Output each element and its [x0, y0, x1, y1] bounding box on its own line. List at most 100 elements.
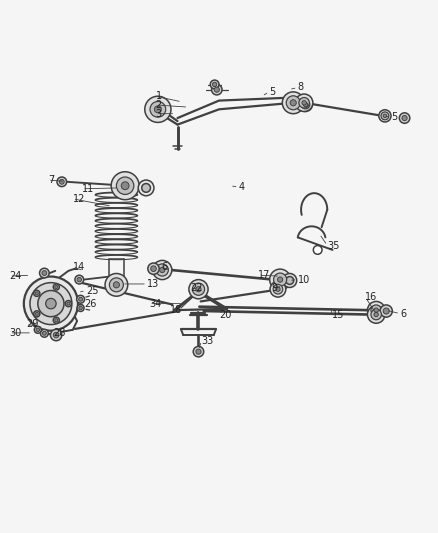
Circle shape: [38, 290, 64, 317]
Text: 13: 13: [147, 279, 159, 289]
Circle shape: [55, 286, 58, 288]
Text: 5: 5: [392, 112, 398, 122]
Text: 18: 18: [170, 305, 182, 315]
Circle shape: [111, 172, 139, 200]
Circle shape: [274, 273, 287, 286]
Text: 24: 24: [10, 271, 22, 281]
Circle shape: [79, 297, 82, 301]
Circle shape: [212, 84, 222, 95]
Circle shape: [276, 287, 280, 292]
Circle shape: [298, 98, 312, 111]
Circle shape: [138, 180, 154, 196]
Circle shape: [380, 305, 392, 317]
Circle shape: [121, 182, 129, 190]
Circle shape: [34, 311, 40, 317]
Circle shape: [371, 309, 381, 320]
Circle shape: [35, 292, 38, 295]
Circle shape: [383, 114, 387, 118]
Circle shape: [270, 281, 286, 297]
Circle shape: [30, 282, 72, 325]
Circle shape: [295, 94, 313, 111]
Circle shape: [283, 273, 297, 287]
Circle shape: [210, 80, 219, 89]
Circle shape: [273, 285, 283, 294]
Text: 15: 15: [332, 310, 344, 320]
Circle shape: [299, 98, 309, 108]
Circle shape: [290, 100, 296, 106]
Circle shape: [34, 326, 41, 333]
Circle shape: [278, 277, 283, 282]
Circle shape: [142, 183, 150, 192]
Circle shape: [159, 268, 165, 272]
Text: 7: 7: [48, 175, 54, 185]
Circle shape: [53, 284, 60, 290]
Circle shape: [379, 110, 391, 122]
Circle shape: [145, 96, 171, 123]
Circle shape: [53, 317, 60, 324]
Circle shape: [302, 101, 306, 105]
Circle shape: [75, 275, 84, 284]
Text: 1: 1: [155, 91, 162, 101]
Circle shape: [36, 328, 39, 332]
Text: 4: 4: [239, 182, 245, 192]
Text: 33: 33: [201, 336, 214, 346]
Text: 22: 22: [191, 284, 203, 293]
Text: 8: 8: [297, 83, 304, 93]
Circle shape: [77, 295, 85, 303]
Circle shape: [214, 87, 219, 92]
Circle shape: [192, 283, 205, 295]
Circle shape: [148, 263, 159, 274]
Circle shape: [67, 302, 70, 305]
Circle shape: [117, 177, 134, 195]
Circle shape: [113, 282, 120, 288]
Text: 2: 2: [155, 100, 162, 110]
Text: 6: 6: [400, 309, 406, 319]
Text: 35: 35: [327, 240, 339, 251]
Circle shape: [193, 346, 204, 357]
Circle shape: [196, 349, 201, 354]
Circle shape: [53, 332, 59, 338]
Circle shape: [402, 116, 407, 120]
Circle shape: [151, 266, 156, 271]
Circle shape: [77, 304, 84, 311]
Circle shape: [24, 277, 78, 330]
Circle shape: [156, 264, 168, 276]
Circle shape: [42, 271, 47, 276]
Circle shape: [301, 100, 310, 109]
Circle shape: [367, 306, 385, 323]
Circle shape: [79, 306, 82, 310]
Circle shape: [313, 246, 322, 254]
Text: 34: 34: [149, 298, 161, 309]
Circle shape: [50, 329, 62, 341]
Circle shape: [55, 319, 58, 322]
Text: 5: 5: [269, 87, 276, 97]
Circle shape: [42, 332, 46, 335]
Circle shape: [154, 106, 161, 113]
Text: 10: 10: [297, 274, 310, 285]
Circle shape: [189, 280, 208, 299]
Circle shape: [57, 177, 67, 187]
Circle shape: [283, 92, 304, 114]
Circle shape: [77, 277, 81, 282]
Text: 20: 20: [219, 310, 231, 319]
Text: 25: 25: [86, 286, 99, 295]
Circle shape: [60, 180, 64, 184]
Text: 12: 12: [73, 194, 85, 204]
Circle shape: [381, 112, 389, 120]
Circle shape: [374, 312, 378, 317]
Text: 17: 17: [258, 270, 271, 280]
Text: 14: 14: [73, 262, 85, 271]
Circle shape: [46, 298, 56, 309]
Circle shape: [40, 329, 48, 337]
Circle shape: [35, 312, 38, 316]
Circle shape: [371, 305, 381, 316]
Text: 28: 28: [53, 328, 65, 338]
Circle shape: [270, 269, 290, 290]
Circle shape: [34, 290, 40, 296]
Circle shape: [374, 308, 378, 312]
Circle shape: [39, 268, 49, 278]
Circle shape: [286, 277, 293, 285]
Circle shape: [105, 273, 128, 296]
Circle shape: [399, 113, 410, 123]
Circle shape: [212, 82, 217, 87]
